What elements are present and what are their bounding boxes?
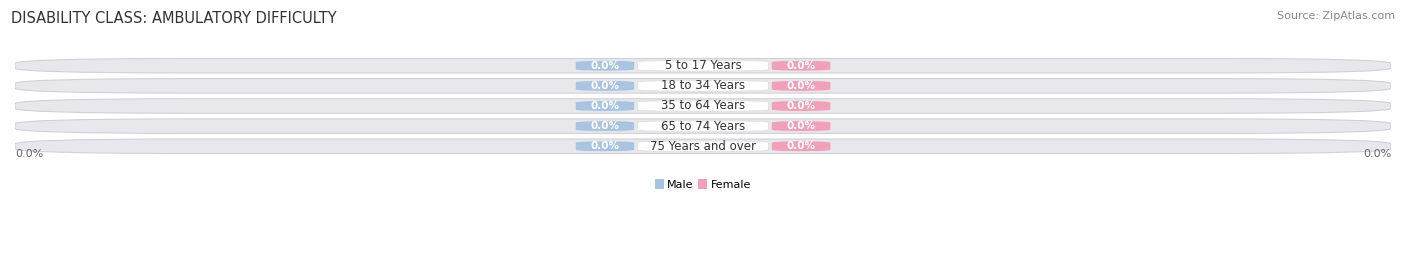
- Text: 0.0%: 0.0%: [1362, 149, 1391, 159]
- Text: 0.0%: 0.0%: [591, 101, 620, 111]
- Legend: Male, Female: Male, Female: [651, 175, 755, 194]
- FancyBboxPatch shape: [638, 141, 768, 151]
- FancyBboxPatch shape: [15, 58, 1391, 73]
- FancyBboxPatch shape: [15, 139, 1391, 154]
- Text: 0.0%: 0.0%: [786, 101, 815, 111]
- FancyBboxPatch shape: [575, 61, 634, 71]
- FancyBboxPatch shape: [575, 81, 634, 91]
- FancyBboxPatch shape: [772, 121, 831, 131]
- FancyBboxPatch shape: [772, 141, 831, 151]
- Text: 0.0%: 0.0%: [15, 149, 44, 159]
- Text: 65 to 74 Years: 65 to 74 Years: [661, 120, 745, 133]
- Text: Source: ZipAtlas.com: Source: ZipAtlas.com: [1277, 11, 1395, 21]
- Text: 0.0%: 0.0%: [591, 141, 620, 151]
- Text: 0.0%: 0.0%: [591, 81, 620, 91]
- FancyBboxPatch shape: [575, 101, 634, 111]
- Text: 18 to 34 Years: 18 to 34 Years: [661, 79, 745, 92]
- FancyBboxPatch shape: [15, 79, 1391, 93]
- FancyBboxPatch shape: [15, 99, 1391, 113]
- Text: 35 to 64 Years: 35 to 64 Years: [661, 100, 745, 112]
- FancyBboxPatch shape: [638, 121, 768, 131]
- Text: 0.0%: 0.0%: [591, 121, 620, 131]
- FancyBboxPatch shape: [638, 101, 768, 111]
- Text: DISABILITY CLASS: AMBULATORY DIFFICULTY: DISABILITY CLASS: AMBULATORY DIFFICULTY: [11, 11, 337, 26]
- Text: 75 Years and over: 75 Years and over: [650, 140, 756, 153]
- FancyBboxPatch shape: [638, 61, 768, 71]
- Text: 0.0%: 0.0%: [786, 121, 815, 131]
- Text: 5 to 17 Years: 5 to 17 Years: [665, 59, 741, 72]
- FancyBboxPatch shape: [772, 61, 831, 71]
- FancyBboxPatch shape: [575, 141, 634, 151]
- Text: 0.0%: 0.0%: [786, 141, 815, 151]
- FancyBboxPatch shape: [575, 121, 634, 131]
- FancyBboxPatch shape: [638, 81, 768, 91]
- FancyBboxPatch shape: [772, 101, 831, 111]
- FancyBboxPatch shape: [15, 119, 1391, 133]
- Text: 0.0%: 0.0%: [786, 81, 815, 91]
- FancyBboxPatch shape: [772, 81, 831, 91]
- Text: 0.0%: 0.0%: [591, 61, 620, 71]
- Text: 0.0%: 0.0%: [786, 61, 815, 71]
